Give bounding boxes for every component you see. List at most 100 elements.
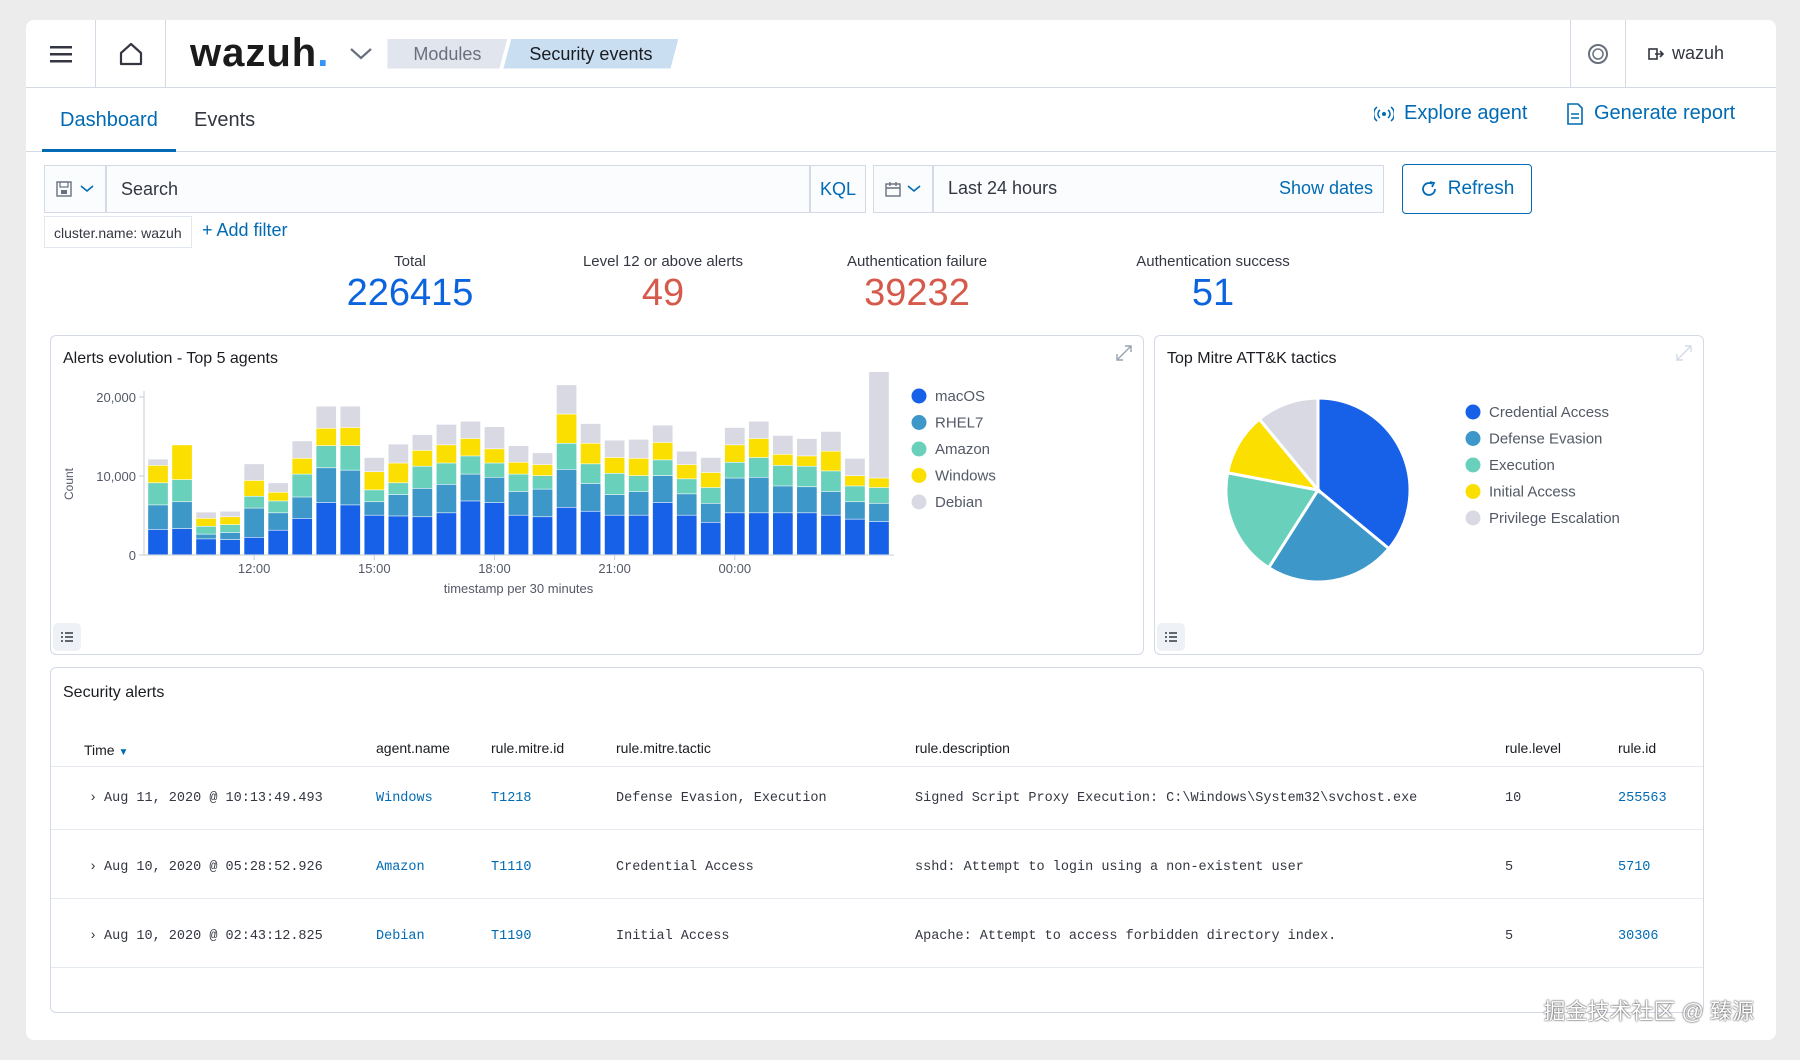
tab-events[interactable]: Events <box>194 109 256 131</box>
chevron-down-icon[interactable] <box>349 47 373 61</box>
legend-swatch <box>911 388 927 404</box>
column-header-time[interactable]: Time ▼ <box>84 742 128 758</box>
bar-segment-windows <box>484 449 505 463</box>
legend-swatch <box>911 415 927 430</box>
refresh-icon <box>1421 181 1436 196</box>
bar-segment-debian <box>436 424 457 445</box>
table-divider <box>51 766 1703 767</box>
table-row[interactable]: › Aug 10, 2020 @ 02:43:12.825 Debian T11… <box>51 905 1703 968</box>
table-row[interactable]: › Aug 11, 2020 @ 10:13:49.493 Windows T1… <box>51 767 1703 830</box>
bar-segment-rhel7 <box>556 469 577 507</box>
table-row[interactable]: › Aug 10, 2020 @ 05:28:52.926 Amazon T11… <box>51 836 1703 899</box>
logo-text: wazuh. <box>190 31 330 75</box>
bar-segment-macos <box>172 528 192 555</box>
bar-segment-debian <box>748 421 769 439</box>
column-header-agent[interactable]: agent.name <box>376 740 450 756</box>
bar-segment-amazon <box>556 443 577 470</box>
expand-row-icon[interactable]: › <box>89 860 98 875</box>
date-quick-menu[interactable] <box>873 165 933 213</box>
generate-report-label: Generate report <box>1594 102 1736 124</box>
cell-agent[interactable]: Windows <box>376 791 433 806</box>
cell-description: Signed Script Proxy Execution: C:\Window… <box>915 791 1418 806</box>
expand-icon[interactable] <box>1115 344 1133 362</box>
column-header-mitre-id[interactable]: rule.mitre.id <box>491 740 565 756</box>
bar-segment-rhel7 <box>748 477 769 513</box>
bar-segment-amazon <box>316 445 337 468</box>
kql-toggle[interactable]: KQL <box>810 165 866 213</box>
cell-rule-id[interactable]: 30306 <box>1618 929 1659 944</box>
bar-segment-windows <box>580 443 601 464</box>
bar-segment-rhel7 <box>172 502 192 529</box>
breadcrumb-modules[interactable]: Modules <box>387 39 507 69</box>
search-input[interactable]: Search <box>106 165 810 213</box>
time-range-value: Last 24 hours <box>948 178 1058 198</box>
user-menu[interactable]: wazuh <box>1626 20 1776 88</box>
mitre-tactics-panel: Top Mitre ATT&K tactics Credential Acces… <box>1154 335 1704 655</box>
bar-segment-rhel7 <box>845 502 865 519</box>
bar-segment-macos <box>244 537 264 555</box>
legend-swatch <box>1465 431 1481 446</box>
bar-segment-macos <box>604 515 625 555</box>
kpi-value: 51 <box>1191 272 1235 314</box>
bar-segment-macos <box>340 505 361 555</box>
column-header-level[interactable]: rule.level <box>1505 740 1562 756</box>
bar-segment-amazon <box>676 479 697 494</box>
generate-report-button[interactable]: Generate report <box>1566 102 1735 125</box>
column-header-mitre-tactic[interactable]: rule.mitre.tactic <box>616 740 711 756</box>
expand-row-icon[interactable]: › <box>89 791 98 806</box>
legend-swatch <box>911 494 927 510</box>
cell-agent[interactable]: Amazon <box>376 860 425 875</box>
bar-segment-windows <box>364 472 385 490</box>
bar-segment-amazon <box>773 465 793 486</box>
column-header-description[interactable]: rule.description <box>915 740 1010 756</box>
bar-segment-amazon <box>748 457 769 477</box>
legend-toggle-button[interactable] <box>1157 623 1185 651</box>
bar-segment-windows <box>460 438 481 456</box>
cell-agent[interactable]: Debian <box>376 929 425 944</box>
panel-title: Alerts evolution - Top 5 agents <box>63 350 278 367</box>
security-alerts-panel: Security alerts Time ▼ agent.name rule.m… <box>50 667 1704 1013</box>
refresh-button[interactable]: Refresh <box>1402 164 1532 214</box>
bar-segment-amazon <box>700 487 721 504</box>
y-axis-label: Count <box>62 467 76 500</box>
add-filter-link[interactable]: + Add filter <box>202 220 288 240</box>
bar-segment-macos <box>773 513 793 555</box>
explore-agent-button[interactable]: Explore agent <box>1374 102 1527 125</box>
show-dates-link[interactable]: Show dates <box>1278 178 1373 198</box>
bar-segment-rhel7 <box>148 505 168 530</box>
menu-button[interactable] <box>26 20 96 88</box>
cell-rule-id[interactable]: 255563 <box>1618 791 1667 806</box>
cell-mitre-id[interactable]: T1218 <box>491 791 532 806</box>
help-button[interactable] <box>1570 20 1626 88</box>
bar-segment-windows <box>748 438 769 458</box>
pie-slice-privilege-escalation <box>1257 396 1320 495</box>
bar-segment-debian <box>412 434 433 451</box>
calendar-icon <box>885 182 901 197</box>
home-button[interactable] <box>96 20 166 88</box>
tab-dashboard[interactable]: Dashboard <box>42 88 176 152</box>
kpi-auth-success: Authentication success 51 <box>1063 253 1363 315</box>
bar-segment-windows <box>340 427 361 446</box>
bar-segment-rhel7 <box>436 484 457 513</box>
legend-swatch <box>1465 404 1481 420</box>
kpi-label: Total <box>394 253 426 270</box>
cell-rule-id[interactable]: 5710 <box>1618 860 1651 875</box>
wazuh-logo[interactable]: wazuh. <box>166 20 373 88</box>
filter-pill[interactable]: cluster.name: wazuh <box>44 216 192 248</box>
bar-segment-windows <box>388 463 409 483</box>
kpi-value: 226415 <box>346 272 474 314</box>
column-header-rule-id[interactable]: rule.id <box>1618 740 1657 756</box>
time-range-picker[interactable]: Last 24 hours Show dates <box>933 165 1384 213</box>
saved-query-menu[interactable] <box>44 165 106 213</box>
legend-label: macOS <box>935 388 985 405</box>
expand-icon[interactable] <box>1675 344 1693 362</box>
legend-toggle-button[interactable] <box>53 623 81 651</box>
save-icon <box>56 181 72 197</box>
expand-row-icon[interactable]: › <box>89 929 98 944</box>
cell-mitre-id[interactable]: T1190 <box>491 929 532 944</box>
bar-segment-macos <box>220 539 240 555</box>
kpi-level12: Level 12 or above alerts 49 <box>513 253 813 315</box>
bar-segment-amazon <box>436 463 457 485</box>
cell-mitre-id[interactable]: T1110 <box>491 860 532 875</box>
cell-mitre-tactic: Initial Access <box>616 929 730 944</box>
